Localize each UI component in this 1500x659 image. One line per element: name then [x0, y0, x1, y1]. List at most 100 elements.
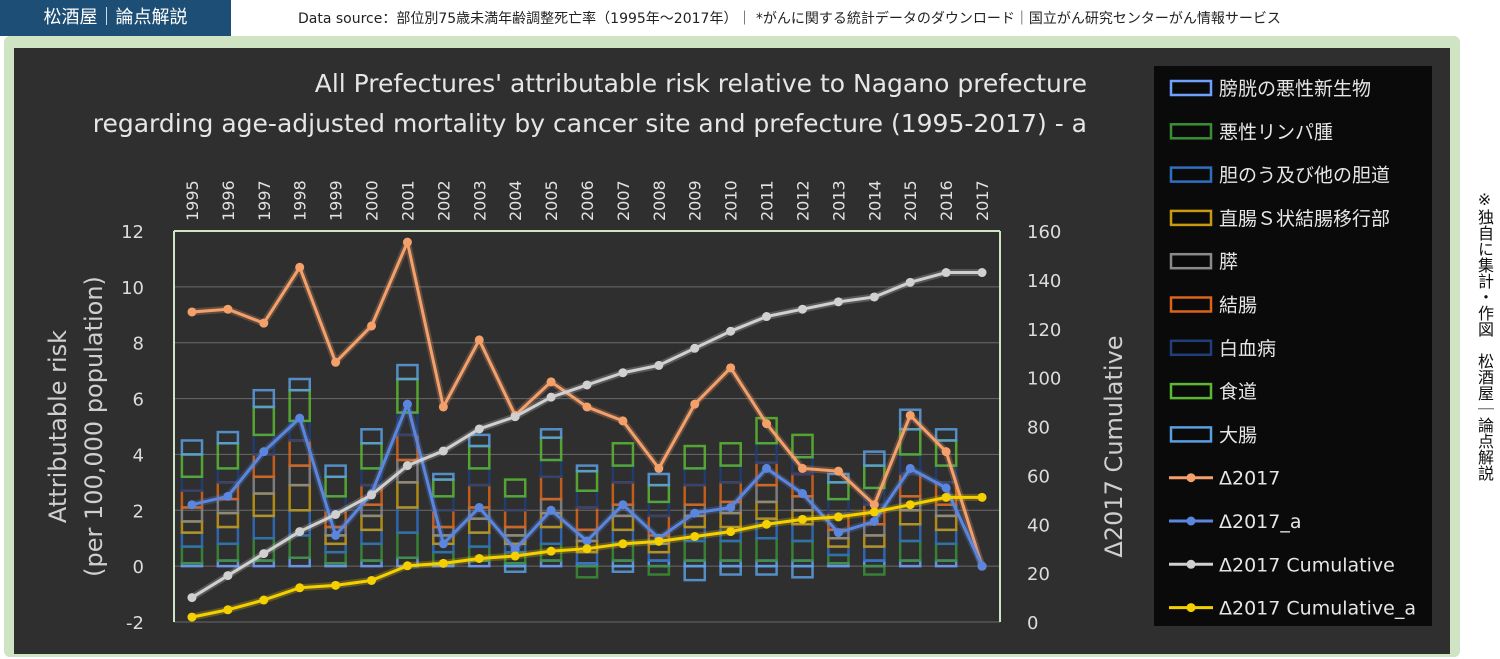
bar-segment: [934, 514, 958, 532]
x-tick-label: 1998: [291, 180, 310, 221]
series-point: [223, 571, 233, 581]
series-point: [905, 463, 915, 473]
bar-segment: [216, 442, 240, 470]
series-point: [402, 461, 412, 471]
bar-segment: [862, 450, 886, 467]
y-tick-label: 8: [133, 334, 144, 355]
bar-segment: [575, 506, 599, 532]
bar-segment: [467, 531, 491, 548]
series-point: [295, 583, 305, 593]
series-point: [582, 402, 592, 412]
y-tick-label: 6: [133, 390, 144, 411]
series-point: [654, 536, 664, 546]
legend-swatch: [1169, 209, 1213, 227]
data-source-note: Data source：部位別75歳未満年齢調整死亡率（1995年～2017年）…: [298, 11, 1281, 27]
x-tick-label: 1999: [327, 180, 346, 221]
bar-segment: [791, 433, 814, 459]
bar-segment: [467, 433, 491, 448]
bar-segment: [216, 430, 240, 445]
series-point: [331, 530, 341, 540]
legend-label: Δ2017_a: [1219, 511, 1302, 533]
legend-swatch: [1169, 166, 1213, 183]
legend-marker: [1186, 473, 1196, 483]
x-tick-label: 2007: [614, 180, 633, 221]
series-point: [618, 368, 628, 378]
series-point: [223, 304, 233, 314]
series-point: [331, 357, 341, 367]
bar-segment: [827, 497, 850, 515]
series-point: [797, 463, 807, 473]
x-tick-label: 2002: [434, 180, 453, 221]
series-point: [259, 595, 269, 605]
legend-swatch: [1169, 123, 1213, 140]
bar-segment: [934, 528, 958, 546]
bar-segment: [252, 405, 276, 437]
bar-segment: [683, 444, 707, 470]
series-point: [546, 505, 556, 515]
legend-label: Δ2017: [1219, 468, 1280, 490]
x-tick-label: 2004: [506, 180, 525, 221]
bar-segment: [719, 539, 742, 562]
bar-segment: [575, 464, 599, 473]
series-point: [618, 500, 628, 510]
side-note: ※独自に集計・作図 松酒屋｜論点解説: [1475, 190, 1494, 481]
series-point: [474, 424, 484, 434]
x-tick-label: 2016: [937, 180, 956, 221]
series-point: [941, 268, 951, 278]
series-point: [869, 292, 879, 302]
series-point: [762, 419, 772, 429]
bar-segment: [467, 467, 491, 487]
bar-segment: [288, 377, 312, 392]
bar-segment: [432, 472, 455, 481]
bar-segment: [755, 442, 778, 465]
bar-segment: [862, 564, 886, 576]
bar-segment: [360, 528, 383, 546]
chart-title-line: All Prefectures' attributable risk relat…: [315, 69, 1087, 98]
bar-segment: [467, 444, 491, 470]
legend-marker: [1186, 603, 1196, 613]
bar-segment: [252, 514, 276, 540]
bar-segment: [252, 475, 276, 495]
bar-segment: [575, 564, 599, 579]
legend-swatch: [1169, 339, 1213, 357]
bar-segment: [683, 564, 707, 582]
bar-segment: [827, 553, 850, 565]
legend-label: Δ2017 Cumulative: [1219, 554, 1395, 576]
bar-segment: [755, 416, 778, 445]
series-point: [474, 335, 484, 345]
bar-segment: [719, 564, 742, 576]
series-point: [941, 483, 951, 493]
bar-segment: [360, 514, 383, 532]
bar-segment: [360, 542, 383, 562]
bar-segment: [898, 509, 922, 526]
x-tick-label: 2011: [758, 180, 777, 221]
bar-segment: [503, 564, 527, 573]
bar-segment: [575, 469, 599, 492]
y2-tick-label: 60: [1027, 466, 1050, 487]
bar-segment: [647, 500, 671, 518]
bar-segment: [791, 539, 814, 562]
series-point: [941, 447, 951, 457]
series-point: [187, 593, 197, 603]
series-point: [905, 410, 915, 420]
x-tick-label: 2000: [363, 180, 382, 221]
series-point: [438, 539, 448, 549]
y-tick-label: 0: [133, 557, 144, 578]
legend-label: 結腸: [1219, 295, 1257, 317]
series-point: [510, 551, 520, 561]
series-point: [331, 580, 341, 590]
bar-segment: [755, 483, 778, 504]
bar-segment: [503, 509, 527, 529]
y-tick-label: 10: [121, 278, 144, 299]
series-point: [833, 297, 843, 307]
bar-segment: [503, 478, 527, 498]
series-point: [977, 268, 987, 278]
bar-segment: [647, 472, 671, 487]
x-tick-label: 2006: [578, 180, 597, 221]
bar-segment: [791, 564, 814, 579]
chart: All Prefectures' attributable risk relat…: [44, 66, 1432, 634]
series-point: [690, 399, 700, 409]
bar-segment: [503, 525, 527, 537]
series-point: [833, 512, 843, 522]
x-tick-label: 1997: [255, 180, 274, 221]
